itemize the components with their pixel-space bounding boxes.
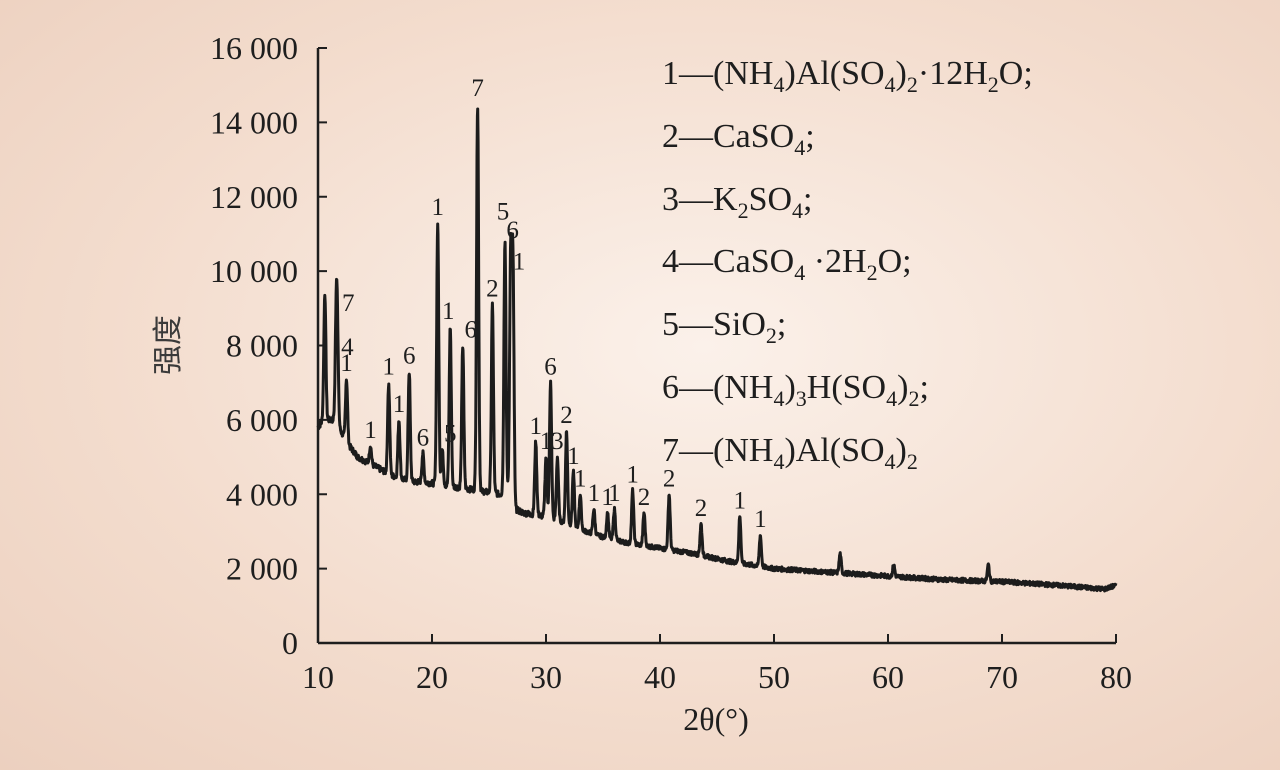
legend-dash: — <box>679 117 713 155</box>
legend-number: 2 <box>662 117 679 155</box>
legend-formula: (NH4)Al(SO4)2 <box>713 431 918 474</box>
peak-label: 6 <box>544 354 557 381</box>
xrd-pattern-line <box>316 107 1118 593</box>
peak-label: 1 <box>626 462 639 489</box>
legend-formula: SiO2; <box>713 306 787 348</box>
peak-label: 2 <box>695 495 708 522</box>
peak-label: 1 <box>588 480 601 507</box>
legend-item: 7—(NH4)Al(SO4)2 <box>662 425 1033 488</box>
y-tick-label: 8 000 <box>226 328 298 364</box>
peak-label: 1 <box>364 417 377 444</box>
legend-item: 1—(NH4)Al(SO4)2·12H2O; <box>662 48 1033 111</box>
peak-label: 6 <box>417 424 430 451</box>
peak-label: 1 <box>340 350 353 377</box>
legend-formula: K2SO4; <box>713 180 813 223</box>
legend-item: 2—CaSO4; <box>662 111 1033 174</box>
peak-label: 1 <box>393 391 406 418</box>
peak-label: 1 <box>754 506 767 533</box>
peak-label: 1 <box>540 428 553 455</box>
x-tick-label: 60 <box>872 659 904 695</box>
x-tick-label: 70 <box>986 659 1018 695</box>
legend-formula: CaSO4; <box>713 117 815 160</box>
legend-dash: — <box>679 55 713 92</box>
legend-formula: (NH4)3H(SO4)2; <box>713 368 929 411</box>
peak-label: 1 <box>442 298 455 325</box>
y-tick-label: 10 000 <box>210 253 298 289</box>
x-axis-label-text: 2θ(°) <box>683 701 748 737</box>
y-tick-labels: 0 2 000 4 000 6 000 8 000 10 000 12 000 14 000 1… <box>210 30 327 661</box>
peak-label: 1 <box>567 443 580 470</box>
legend-formula: (NH4)Al(SO4)2·12H2O; <box>713 55 1033 97</box>
legend-number: 7 <box>662 431 679 469</box>
y-tick-label: 0 <box>282 625 298 661</box>
peak-label: 4 <box>341 334 354 361</box>
legend-dash: — <box>679 431 713 469</box>
peak-label: 1 <box>574 465 587 492</box>
y-axis-label: 强度 <box>151 315 186 375</box>
y-tick-label: 12 000 <box>210 179 298 215</box>
legend-item: 6—(NH4)3H(SO4)2; <box>662 362 1033 425</box>
x-tick-label: 10 <box>302 659 334 695</box>
y-tick-label: 4 000 <box>226 476 298 512</box>
peak-label: 1 <box>608 480 621 507</box>
legend: 1—(NH4)Al(SO4)2·12H2O; 2—CaSO4; 3—K2SO4; 4—… <box>662 48 1033 488</box>
y-tick-label: 6 000 <box>226 402 298 438</box>
legend-formula: CaSO4 ·2H2O; <box>713 243 912 286</box>
peak-label: 1 <box>431 194 444 221</box>
y-tick-label: 2 000 <box>226 551 298 587</box>
peak-label: 7 <box>471 75 484 102</box>
peak-label: 1 <box>513 249 526 276</box>
x-tick-label: 80 <box>1100 659 1132 695</box>
legend-number: 1 <box>662 55 679 92</box>
legend-dash: — <box>679 368 713 406</box>
x-tick-label: 40 <box>644 659 676 695</box>
y-tick-label: 14 000 <box>210 104 298 140</box>
peak-label: 6 <box>506 217 519 244</box>
legend-item: 5—SiO2; <box>662 299 1033 362</box>
peak-label: 7 <box>342 290 355 317</box>
legend-item: 4—CaSO4 ·2H2O; <box>662 236 1033 299</box>
x-tick-label: 50 <box>758 659 790 695</box>
peak-label: 2 <box>560 402 573 429</box>
peak-label: 6 <box>465 317 478 344</box>
legend-number: 6 <box>662 368 679 406</box>
peak-label: 1 <box>382 354 395 381</box>
peak-label: 2 <box>638 484 651 511</box>
peak-label: 2 <box>486 276 499 303</box>
peak-label: 1 <box>601 484 614 511</box>
peak-label: 2 <box>663 465 676 492</box>
legend-number: 5 <box>662 306 679 344</box>
legend-number: 4 <box>662 243 679 281</box>
legend-dash: — <box>679 306 713 344</box>
y-tick-label: 16 000 <box>210 30 298 66</box>
legend-dash: — <box>679 243 713 281</box>
legend-dash: — <box>679 180 713 218</box>
peak-label: 6 <box>403 343 416 370</box>
x-axis-label: 2θ(°) <box>683 701 748 737</box>
peak-label: 3 <box>551 428 564 455</box>
legend-item: 3—K2SO4; <box>662 174 1033 237</box>
legend-number: 3 <box>662 180 679 218</box>
peak-label: 5 <box>497 198 510 225</box>
peak-label: 1 <box>529 413 542 440</box>
peak-label: 5 <box>444 421 457 448</box>
x-tick-labels: 10 20 30 40 50 60 70 80 <box>302 634 1132 695</box>
x-tick-label: 20 <box>416 659 448 695</box>
x-tick-label: 30 <box>530 659 562 695</box>
peak-label: 1 <box>734 488 747 515</box>
